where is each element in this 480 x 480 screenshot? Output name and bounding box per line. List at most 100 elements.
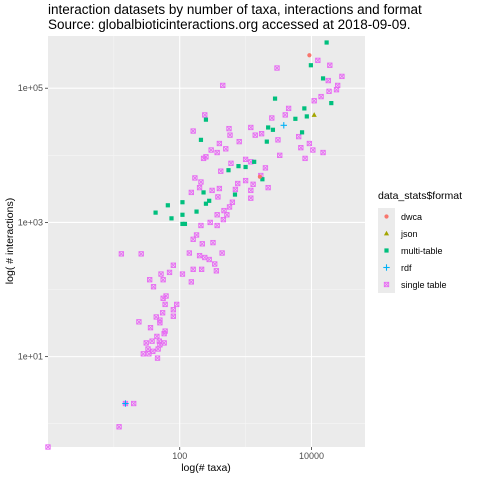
data-point-single-table	[188, 279, 194, 285]
data-point-single-table	[208, 147, 214, 153]
data-point-single-table	[206, 256, 212, 263]
data-point-single-table	[210, 239, 216, 246]
data-point-single-table	[214, 212, 220, 218]
data-point-single-table	[327, 62, 333, 68]
data-point-single-table	[160, 277, 166, 283]
x-tick-label: 10000	[299, 451, 324, 461]
y-axis-title: log( # interactions)	[4, 198, 16, 284]
data-point-single-table	[196, 252, 203, 259]
data-point-multi-table	[203, 117, 209, 122]
data-point-single-table	[220, 216, 227, 223]
legend-label: dwca	[401, 211, 423, 222]
data-point-single-table	[199, 241, 205, 247]
data-point-single-table	[45, 444, 51, 450]
data-point-single-table	[236, 138, 242, 145]
data-point-single-table	[207, 219, 213, 226]
data-point-single-table	[218, 168, 224, 174]
data-point-single-table	[310, 147, 316, 153]
data-point-single-table	[157, 320, 163, 326]
data-point-multi-table	[272, 96, 278, 101]
data-point-single-table	[159, 310, 166, 316]
data-point-single-table	[161, 340, 167, 346]
data-point-single-table	[216, 140, 223, 147]
data-point-single-table	[306, 140, 313, 147]
legend-item-rdf: rdf	[378, 259, 462, 276]
data-point-single-table	[228, 160, 234, 166]
legend-marker-rdf	[383, 264, 390, 271]
data-point-multi-table	[165, 203, 170, 208]
legend-key-json	[378, 225, 395, 242]
data-point-multi-table	[201, 190, 206, 195]
data-point-multi-table	[180, 221, 185, 227]
data-point-multi-table	[299, 130, 305, 135]
data-point-rdf	[122, 400, 129, 407]
data-point-single-table	[154, 355, 161, 361]
data-point-single-table	[145, 346, 151, 352]
legend-label: json	[401, 228, 418, 239]
data-point-single-table	[200, 155, 207, 162]
y-tick-label: 1e+03	[18, 217, 43, 227]
data-point-single-table	[248, 124, 254, 131]
data-point-multi-table	[180, 212, 185, 217]
data-point-multi-table	[252, 159, 257, 164]
data-point-single-table	[190, 266, 196, 272]
data-point-single-table	[311, 98, 317, 104]
data-point-multi-table	[324, 40, 329, 45]
data-point-dwca	[307, 53, 312, 58]
data-point-single-table	[339, 73, 345, 80]
data-point-dwca	[257, 174, 263, 179]
legend-key-rdf	[378, 259, 395, 276]
data-point-single-table	[320, 149, 326, 156]
legend-item-dwca: dwca	[378, 208, 462, 225]
data-point-single-table	[147, 277, 153, 283]
data-point-multi-table	[226, 168, 231, 173]
data-point-single-table	[131, 400, 137, 407]
data-point-multi-table	[293, 116, 298, 121]
legend-item-multi-table: multi-table	[378, 242, 462, 259]
data-point-single-table	[277, 152, 283, 158]
legend-label: single table	[401, 279, 447, 290]
data-point-single-table	[242, 156, 249, 163]
data-point-multi-table	[153, 210, 158, 215]
data-point-single-table	[186, 250, 193, 256]
data-point-single-table	[209, 187, 215, 194]
data-point-single-table	[143, 340, 149, 346]
legend-item-json: json	[378, 225, 462, 242]
chart-title: interaction datasets by number of taxa, …	[48, 2, 422, 17]
data-point-single-table	[275, 137, 281, 143]
data-point-single-table	[147, 325, 154, 331]
data-points	[45, 40, 345, 450]
data-point-multi-table	[236, 164, 241, 169]
data-point-single-table	[188, 189, 194, 196]
data-point-multi-table	[169, 216, 174, 221]
data-point-multi-table	[304, 114, 309, 119]
data-point-single-table	[116, 424, 122, 430]
data-point-multi-table	[308, 63, 313, 68]
data-point-single-table	[333, 87, 340, 93]
legend-item-single-table: single table	[378, 276, 462, 293]
data-point-multi-table	[302, 106, 307, 111]
data-point-single-table	[162, 301, 168, 308]
grid-minor	[48, 36, 365, 447]
data-point-single-table	[140, 351, 146, 357]
data-point-single-table	[170, 262, 176, 268]
legend-marker-dwca	[384, 214, 389, 219]
legend-marker-json	[383, 230, 390, 236]
data-point-multi-table	[207, 198, 212, 203]
legend-entries: dwca json multi-table rdf single table	[378, 208, 462, 293]
data-point-single-table	[325, 77, 331, 84]
data-point-rdf	[280, 122, 287, 129]
data-point-single-table	[160, 295, 166, 301]
data-point-single-table	[250, 181, 256, 187]
data-point-single-table	[229, 199, 236, 205]
chart-title-block: interaction datasets by number of taxa, …	[48, 2, 422, 32]
data-point-single-table	[248, 187, 254, 194]
data-point-single-table	[166, 269, 173, 276]
x-axis-title: log(# taxa)	[181, 462, 231, 474]
data-point-single-table	[198, 222, 204, 229]
data-point-single-table	[214, 149, 220, 156]
data-point-multi-table	[329, 101, 334, 106]
legend: data_stats$format dwca json multi-table rdf…	[378, 190, 462, 293]
data-point-multi-table	[182, 221, 188, 227]
